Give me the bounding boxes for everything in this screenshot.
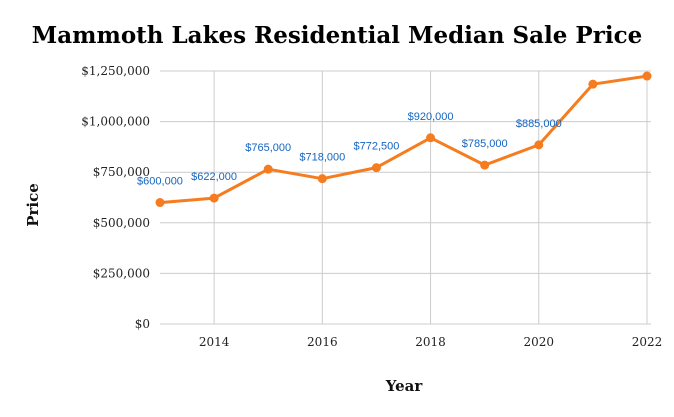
y-tick-label: $500,000	[93, 216, 150, 230]
data-label: $785,000	[462, 138, 508, 150]
data-point	[588, 79, 598, 89]
x-tick-label: 2014	[199, 335, 230, 349]
y-tick-label: $750,000	[93, 165, 150, 179]
x-axis-title: Year	[385, 377, 424, 395]
grid-layer	[160, 70, 651, 325]
data-point	[642, 71, 652, 81]
y-axis-title: Price	[24, 183, 42, 227]
data-point	[534, 140, 544, 150]
data-point	[426, 133, 436, 143]
series-layer	[155, 71, 652, 208]
x-tick-label: 2018	[415, 335, 446, 349]
data-label-layer: $600,000 $622,000 $765,000 $718,000 $772,500…	[137, 111, 562, 188]
data-point	[480, 160, 490, 170]
series-line	[159, 74, 648, 205]
data-point	[155, 198, 165, 208]
data-label: $772,500	[353, 141, 399, 153]
y-tick-label: $1,000,000	[81, 115, 150, 129]
data-point	[317, 174, 327, 184]
x-tick-label: 2016	[307, 335, 338, 349]
x-tick-label: 2022	[632, 335, 663, 349]
y-tick-label: $0	[135, 317, 150, 331]
data-label: $885,000	[516, 118, 562, 130]
chart-title: Mammoth Lakes Residential Median Sale Pr…	[32, 22, 642, 49]
data-point	[371, 163, 381, 173]
x-tick-label: 2020	[524, 335, 555, 349]
y-tick-label: $250,000	[93, 266, 150, 280]
data-label: $718,000	[299, 152, 345, 164]
data-label: $765,000	[245, 142, 291, 154]
data-point	[209, 193, 219, 203]
y-axis: $0 $250,000 $500,000 $750,000 $1,000,000 $1,2…	[81, 64, 150, 331]
x-axis: 2014 2016 2018 2020 2022	[199, 335, 662, 349]
data-point	[263, 164, 273, 174]
data-label: $600,000	[137, 176, 183, 188]
data-label: $622,000	[191, 171, 237, 183]
data-label: $920,000	[408, 111, 454, 123]
y-tick-label: $1,250,000	[81, 64, 150, 78]
